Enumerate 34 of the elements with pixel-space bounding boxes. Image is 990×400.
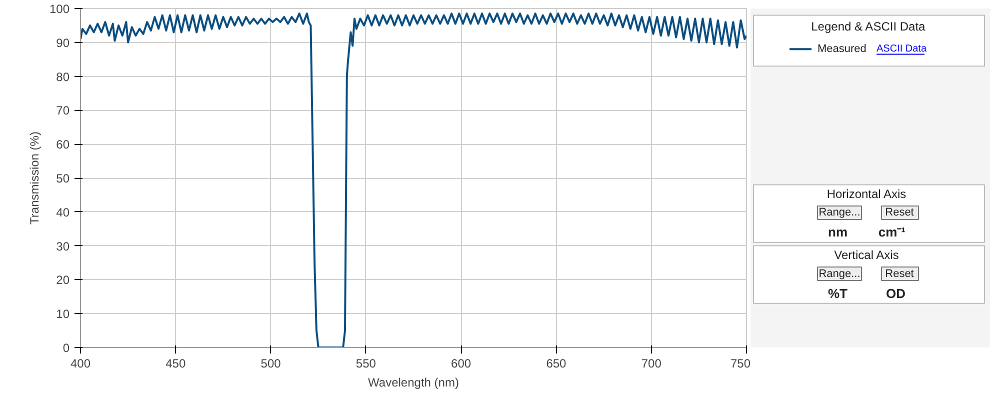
y-tick-label: 30 — [56, 239, 70, 254]
y-tick-label: 50 — [56, 172, 70, 186]
y-tick-label: 70 — [56, 104, 70, 118]
text: Range... — [818, 206, 860, 219]
x-axis-title: Wavelength (nm) — [368, 376, 459, 390]
text: Reset — [885, 268, 914, 280]
x-tick-label: 550 — [356, 356, 376, 370]
legend-label: Measured — [818, 43, 866, 56]
text: Vertical Axis — [834, 248, 899, 262]
legend-title: Legend & ASCII Data — [811, 19, 926, 34]
y-tick-label: 20 — [56, 273, 70, 288]
text: Reset — [885, 206, 914, 219]
text: OD — [886, 286, 906, 301]
y-axis-title: Transmission (%) — [27, 132, 42, 224]
x-tick-label: 500 — [260, 356, 282, 370]
x-tick-label: 650 — [546, 356, 567, 370]
y-tick-label: 80 — [56, 70, 70, 84]
y-tick-label: 0 — [62, 341, 70, 355]
x-tick-label: 400 — [70, 356, 91, 370]
y-tick-label: 60 — [56, 138, 70, 152]
x-tick-label: 450 — [166, 356, 186, 370]
text: ASCII Data — [876, 44, 927, 55]
y-tick-label: 10 — [56, 307, 70, 322]
x-tick-label: 600 — [451, 356, 472, 370]
text: nm — [828, 224, 848, 240]
y-tick-label: 90 — [56, 36, 70, 50]
text: Horizontal Axis — [826, 187, 906, 202]
text: cm⁻¹ — [878, 224, 906, 240]
y-tick-label: 100 — [49, 2, 70, 16]
x-tick-label: 750 — [730, 356, 751, 370]
text: %T — [828, 286, 848, 301]
x-tick-label: 700 — [641, 356, 662, 370]
text: Range... — [818, 268, 860, 280]
y-tick-label: 40 — [56, 205, 70, 220]
